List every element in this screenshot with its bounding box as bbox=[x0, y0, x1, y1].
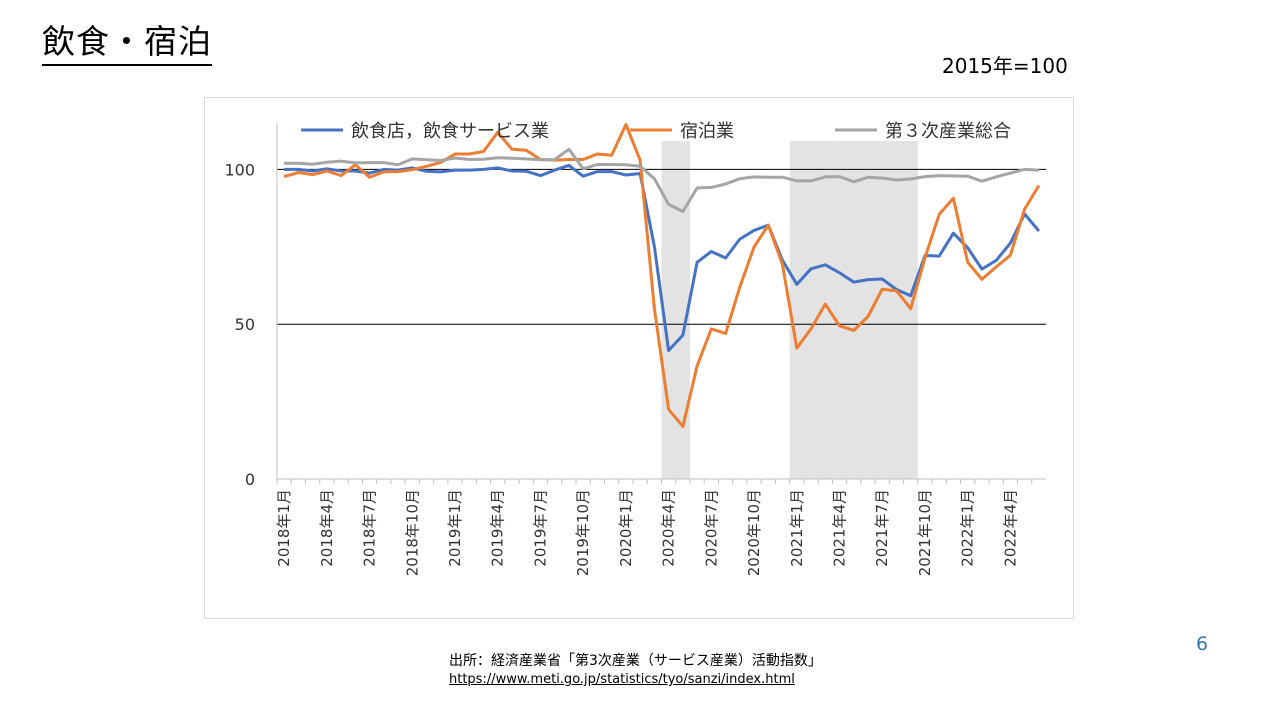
x-tick-label: 2018年10月 bbox=[403, 489, 421, 576]
x-tick-label: 2020年1月 bbox=[617, 489, 635, 567]
legend-label-3: 第３次産業総合 bbox=[885, 121, 1011, 142]
series-line-3 bbox=[284, 147, 1039, 213]
source-label: 出所：経済産業省「第3次産業（サービス産業）活動指数」 bbox=[449, 653, 822, 669]
source-url-link[interactable]: https://www.meti.go.jp/statistics/tyo/sa… bbox=[449, 672, 795, 687]
y-tick-label-50: 50 bbox=[235, 315, 255, 334]
line-chart: 0 50 100 2018年1月 2018年4月 2018年7月 2018年10月 2019年… bbox=[224, 121, 1046, 576]
x-tick-label: 2018年4月 bbox=[318, 489, 336, 567]
x-tick-label: 2022年4月 bbox=[1001, 489, 1019, 567]
x-tick-label: 2022年1月 bbox=[959, 489, 977, 567]
shaded-period-3 bbox=[832, 141, 918, 479]
slide-title: 飲食・宿泊 bbox=[42, 20, 212, 66]
x-tick-label: 2021年7月 bbox=[873, 489, 891, 567]
x-tick-label: 2020年10月 bbox=[745, 489, 763, 576]
x-tick-label: 2019年7月 bbox=[531, 489, 549, 567]
x-tick-label: 2019年4月 bbox=[489, 489, 507, 567]
x-tick-label: 2021年10月 bbox=[916, 489, 934, 576]
x-tick-label: 2020年7月 bbox=[702, 489, 720, 567]
x-tick-label: 2018年1月 bbox=[275, 489, 293, 567]
page-number: 6 bbox=[1196, 633, 1209, 655]
x-tick-label: 2021年1月 bbox=[788, 489, 806, 567]
shaded-period-1 bbox=[661, 141, 690, 479]
base-year-note: 2015年=100 bbox=[942, 54, 1068, 78]
y-tick-label-100: 100 bbox=[224, 160, 255, 179]
series-line-1 bbox=[284, 163, 1041, 352]
shaded-period-2 bbox=[789, 141, 833, 479]
x-tick-label: 2019年10月 bbox=[574, 489, 592, 576]
y-tick-label-0: 0 bbox=[245, 470, 255, 489]
legend-label-2: 宿泊業 bbox=[680, 121, 734, 142]
x-tick-label: 2020年4月 bbox=[660, 489, 678, 567]
x-tick-label: 2018年7月 bbox=[361, 489, 379, 567]
x-tick-label: 2021年4月 bbox=[831, 489, 849, 567]
chart-frame bbox=[204, 97, 1074, 619]
x-tick-label: 2019年1月 bbox=[446, 489, 464, 567]
series-line-2 bbox=[283, 123, 1041, 428]
legend-label-1: 飲食店，飲食サービス業 bbox=[351, 121, 549, 142]
